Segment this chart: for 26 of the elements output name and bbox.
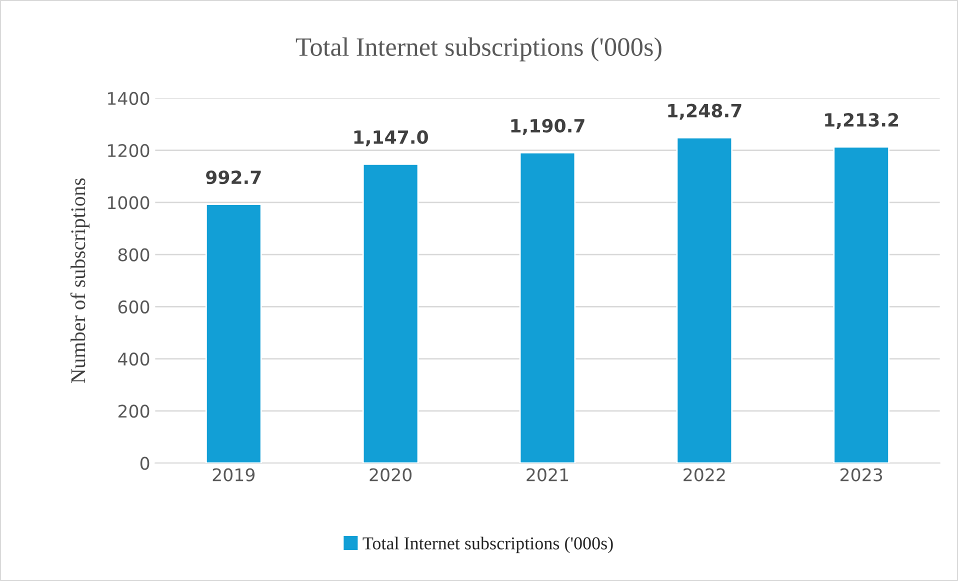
bar xyxy=(362,163,419,464)
legend-label: Total Internet subscriptions ('000s) xyxy=(362,536,613,554)
x-tick-label: 2022 xyxy=(684,468,725,482)
chart-title: Total Internet subscriptions ('000s) xyxy=(296,37,662,62)
data-label: 1,147.0 xyxy=(354,130,428,146)
y-tick-label: 400 xyxy=(118,352,150,366)
x-tick-label: 2019 xyxy=(212,468,255,482)
y-tick-label: 1400 xyxy=(108,92,150,106)
data-label: 1,248.7 xyxy=(668,104,742,120)
y-tick-label: 200 xyxy=(118,404,150,418)
x-tick-label: 2020 xyxy=(370,468,412,482)
x-tick-label: 2021 xyxy=(526,468,568,482)
data-label: 992.7 xyxy=(206,170,261,184)
bar xyxy=(206,204,262,464)
y-tick-label: 600 xyxy=(118,300,150,314)
bar xyxy=(676,136,733,464)
data-label: 1,190.7 xyxy=(511,118,584,135)
bar xyxy=(519,152,576,464)
y-axis-title: Number of subscriptions xyxy=(70,178,90,384)
y-tick-label: 800 xyxy=(118,248,150,262)
y-tick-label: 0 xyxy=(140,456,150,470)
x-tick-label: 2023 xyxy=(840,468,882,482)
y-tick-label: 1200 xyxy=(108,144,150,158)
y-tick-label: 1000 xyxy=(108,196,150,210)
bar xyxy=(833,146,890,464)
data-label: 1,213.2 xyxy=(825,113,898,130)
